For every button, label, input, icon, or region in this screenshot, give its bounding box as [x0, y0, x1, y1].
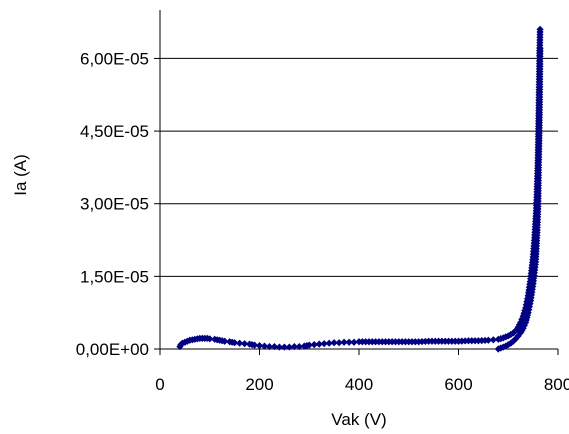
- gridlines: [160, 57, 558, 277]
- data-point: [236, 339, 244, 347]
- data-point: [509, 329, 517, 337]
- data-point: [240, 340, 249, 348]
- data-point: [221, 337, 229, 345]
- x-tick-label: 600: [444, 375, 472, 394]
- data-point: [315, 340, 323, 348]
- data-point: [484, 336, 492, 344]
- x-tick-label: 800: [544, 375, 569, 394]
- data-point: [310, 341, 318, 349]
- axes: [154, 10, 559, 355]
- x-tick-label: 400: [345, 375, 373, 394]
- data-point: [517, 318, 525, 326]
- data-point: [285, 343, 293, 351]
- data-point: [345, 338, 353, 346]
- data-point: [275, 343, 283, 351]
- data-point: [280, 343, 288, 351]
- data-point: [320, 340, 328, 348]
- data-points: [176, 25, 544, 353]
- data-point: [250, 341, 259, 349]
- data-point: [514, 332, 522, 340]
- data-point: [231, 339, 239, 347]
- data-point: [335, 339, 343, 347]
- data-point: [305, 341, 313, 349]
- data-point: [350, 338, 358, 346]
- data-point: [525, 306, 533, 314]
- data-point: [260, 342, 269, 350]
- data-point: [295, 342, 303, 351]
- data-point: [509, 337, 517, 345]
- data-point: [255, 342, 264, 350]
- tick-labels: 0,00E+00 1,50E-05 3,00E-05 4,50E-05 6,00E-05…: [76, 49, 569, 394]
- x-axis-label: Vak (V): [331, 410, 386, 429]
- data-point: [515, 321, 524, 329]
- data-point: [507, 339, 515, 347]
- y-tick-label: 4,50E-05: [80, 122, 149, 141]
- y-tick-label: 1,50E-05: [80, 267, 149, 286]
- data-point: [325, 339, 333, 347]
- data-point: [523, 298, 531, 306]
- x-tick-label: 200: [245, 375, 273, 394]
- y-tick-label: 6,00E-05: [80, 49, 149, 68]
- y-tick-label: 0,00E+00: [76, 340, 149, 359]
- data-point: [270, 342, 279, 351]
- data-point: [206, 335, 214, 343]
- data-point: [536, 45, 544, 53]
- data-point: [340, 338, 348, 346]
- data-point: [489, 336, 497, 344]
- data-point: [512, 326, 520, 335]
- data-point: [502, 342, 510, 350]
- data-point: [519, 324, 527, 332]
- data-point: [522, 301, 530, 309]
- data-point: [525, 303, 533, 311]
- data-point: [522, 304, 530, 312]
- y-axis-label: Ia (A): [11, 154, 30, 196]
- data-point: [330, 339, 338, 347]
- y-tick-label: 3,00E-05: [80, 195, 149, 214]
- x-tick-label: 0: [155, 375, 164, 394]
- data-point: [265, 342, 274, 351]
- data-point: [507, 330, 515, 339]
- data-point: [290, 342, 298, 351]
- data-point: [536, 25, 544, 33]
